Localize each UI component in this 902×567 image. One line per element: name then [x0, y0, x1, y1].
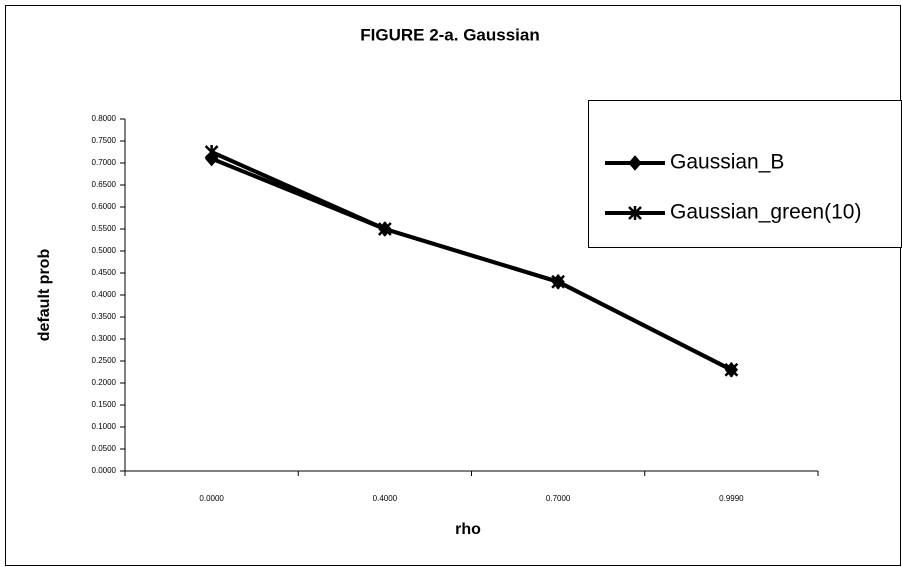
x-tick-label: 0.9990 — [719, 494, 744, 503]
y-tick-label: 0.7500 — [92, 136, 117, 145]
y-tick-label: 0.5500 — [92, 224, 117, 233]
y-tick-label: 0.7000 — [92, 158, 117, 167]
y-tick-label: 0.1500 — [92, 400, 117, 409]
chart-border — [5, 5, 901, 566]
chart-title: FIGURE 2-a. Gaussian — [360, 25, 540, 44]
legend-label: Gaussian_B — [670, 151, 784, 174]
y-tick-label: 0.4500 — [92, 268, 117, 277]
y-tick-label: 0.0000 — [92, 466, 117, 475]
y-tick-label: 0.6000 — [92, 202, 117, 211]
y-tick-label: 0.2500 — [92, 356, 117, 365]
marker — [628, 155, 642, 171]
y-tick-label: 0.6500 — [92, 180, 117, 189]
y-tick-label: 0.2000 — [92, 378, 117, 387]
y-axis-label: default prob — [36, 249, 53, 342]
marker — [724, 362, 739, 377]
x-tick-label: 0.0000 — [199, 494, 224, 503]
y-tick-label: 0.1000 — [92, 422, 117, 431]
marker — [628, 206, 642, 220]
marker — [377, 222, 392, 236]
series-line — [210, 150, 733, 372]
legend-box — [588, 100, 902, 248]
marker — [551, 274, 566, 289]
x-tick-label: 0.7000 — [546, 494, 571, 503]
x-tick-label: 0.4000 — [373, 494, 398, 503]
y-tick-label: 0.3000 — [92, 334, 117, 343]
y-tick-label: 0.0500 — [92, 444, 117, 453]
legend-label: Gaussian_green(10) — [670, 201, 861, 224]
marker — [204, 145, 219, 159]
y-tick-label: 0.3500 — [92, 312, 117, 321]
y-tick-label: 0.5000 — [92, 246, 117, 255]
y-tick-label: 0.4000 — [92, 290, 117, 299]
y-tick-label: 0.8000 — [92, 114, 117, 123]
x-axis-label: rho — [455, 521, 481, 538]
